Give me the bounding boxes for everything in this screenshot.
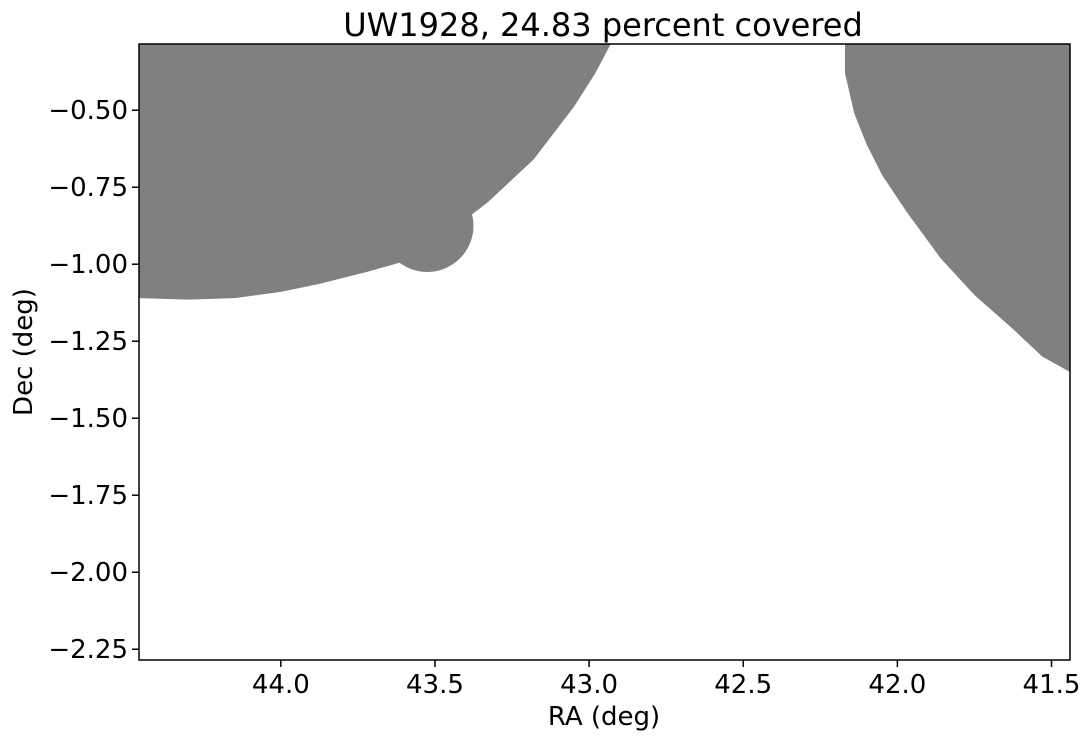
x-tick-label: 43.0 xyxy=(560,670,618,700)
x-tick-label: 42.5 xyxy=(714,670,772,700)
x-axis: 44.0 43.5 43.0 42.5 42.0 41.5 xyxy=(252,660,1081,700)
coverage-region-1 xyxy=(139,44,611,300)
y-tick-label: −1.00 xyxy=(48,250,128,280)
x-tick-label: 41.5 xyxy=(1023,670,1081,700)
y-axis: −0.50 −0.75 −1.00 −1.25 −1.50 −1.75 −2.00 −2.25 xyxy=(48,96,139,665)
y-tick-label: −2.00 xyxy=(48,558,128,588)
plot-frame xyxy=(138,43,1071,661)
coverage-region-3 xyxy=(845,44,1070,372)
y-tick-label: −1.25 xyxy=(48,327,128,357)
y-tick-label: −1.75 xyxy=(48,481,128,511)
x-tick-label: 44.0 xyxy=(252,670,310,700)
y-tick-label: −0.50 xyxy=(48,96,128,126)
chart-title: UW1928, 24.83 percent covered xyxy=(343,6,863,44)
y-tick-label: −0.75 xyxy=(48,173,128,203)
y-tick-label: −2.25 xyxy=(48,635,128,665)
x-tick-label: 43.5 xyxy=(406,670,464,700)
y-axis-label: Dec (deg) xyxy=(9,288,39,416)
y-tick-label: −1.50 xyxy=(48,404,128,434)
x-axis-label: RA (deg) xyxy=(548,702,660,732)
coverage-region-2 xyxy=(380,179,474,272)
plot-area xyxy=(139,44,1070,372)
x-tick-label: 42.0 xyxy=(868,670,926,700)
